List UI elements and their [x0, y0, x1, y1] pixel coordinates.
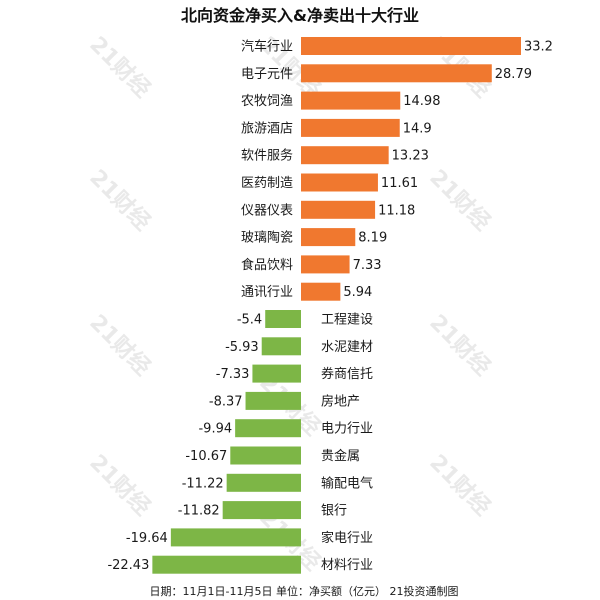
bar-sell-18	[170, 528, 301, 547]
value-label: -22.43	[107, 558, 149, 573]
category-label: 银行	[321, 504, 347, 519]
bar-sell-11	[261, 337, 301, 356]
watermark-layer: 21财经21财经21财经21财经21财经21财经21财经21财经21财经21财经…	[84, 31, 495, 575]
category-label: 旅游酒店	[241, 121, 293, 136]
category-label: 通讯行业	[241, 285, 293, 300]
value-label: 11.18	[378, 203, 415, 218]
watermark-text: 21财经	[424, 309, 495, 380]
bar-buy-0	[301, 37, 521, 55]
value-label: -10.67	[185, 449, 227, 464]
value-label: -5.4	[237, 313, 262, 328]
chart-title: 北向资金净买入&净卖出十大行业	[181, 6, 419, 25]
category-label: 医药制造	[241, 176, 293, 191]
value-label: -9.94	[198, 422, 232, 437]
bar-buy-4	[301, 146, 389, 165]
bar-buy-9	[301, 282, 341, 301]
category-label: 电子元件	[241, 67, 293, 82]
bar-sell-19	[152, 555, 301, 574]
category-label: 软件服务	[241, 148, 293, 164]
value-label: -19.64	[126, 531, 168, 546]
watermark-text: 21财经	[424, 449, 495, 520]
category-label: 券商信托	[321, 366, 373, 382]
category-label: 贵金属	[321, 448, 360, 464]
value-label: 8.19	[358, 231, 387, 246]
value-label: 33.2	[524, 40, 553, 55]
category-label: 输配电气	[321, 475, 373, 491]
value-label: 5.94	[343, 285, 372, 300]
value-label: 28.79	[495, 67, 532, 82]
watermark-text: 21财经	[84, 309, 155, 380]
category-label: 电力行业	[321, 422, 373, 437]
value-label: -7.33	[216, 367, 250, 382]
bar-sell-13	[245, 391, 301, 410]
category-label: 工程建设	[321, 313, 373, 328]
category-label: 材料行业	[321, 558, 373, 573]
value-label: -8.37	[209, 394, 243, 409]
labels-layer: 汽车行业 33.2 电子元件 28.79 农牧饲渔 14.98 旅游酒店 14.9 软件服务 13…	[107, 39, 553, 574]
bar-sell-16	[226, 473, 301, 492]
watermark-text: 21财经	[84, 31, 155, 102]
bar-buy-8	[301, 255, 350, 274]
watermark-text: 21财经	[84, 164, 155, 235]
bar-buy-2	[301, 91, 401, 110]
bar-sell-10	[265, 310, 301, 328]
watermark-text: 21财经	[424, 164, 495, 235]
value-label: 13.23	[392, 149, 429, 164]
value-label: -11.82	[178, 504, 220, 519]
bar-sell-17	[222, 501, 301, 520]
category-label: 家电行业	[321, 530, 373, 546]
bar-buy-6	[301, 200, 376, 219]
category-label: 房地产	[321, 393, 360, 409]
bar-sell-14	[235, 419, 301, 438]
category-label: 农牧饲渔	[241, 94, 293, 109]
category-label: 汽车行业	[241, 39, 293, 55]
value-label: -11.22	[182, 476, 224, 491]
bars-layer	[152, 37, 521, 574]
bar-buy-7	[301, 228, 356, 247]
value-label: 14.9	[403, 121, 432, 136]
category-label: 仪器仪表	[241, 203, 293, 218]
bar-buy-3	[301, 118, 400, 137]
bar-buy-5	[301, 173, 378, 192]
category-label: 水泥建材	[321, 340, 373, 355]
footer-note: 日期：11月1日-11月5日 单位：净买额（亿元） 21投资通制图	[150, 584, 459, 598]
category-label: 食品饮料	[241, 257, 293, 273]
bar-sell-12	[252, 364, 301, 383]
category-label: 玻璃陶瓷	[241, 230, 293, 246]
value-label: -5.93	[225, 340, 259, 355]
bar-sell-15	[230, 446, 301, 465]
watermark-text: 21财经	[84, 449, 155, 520]
value-label: 11.61	[381, 176, 418, 191]
bar-buy-1	[301, 64, 492, 83]
value-label: 7.33	[353, 258, 382, 273]
value-label: 14.98	[403, 94, 440, 109]
